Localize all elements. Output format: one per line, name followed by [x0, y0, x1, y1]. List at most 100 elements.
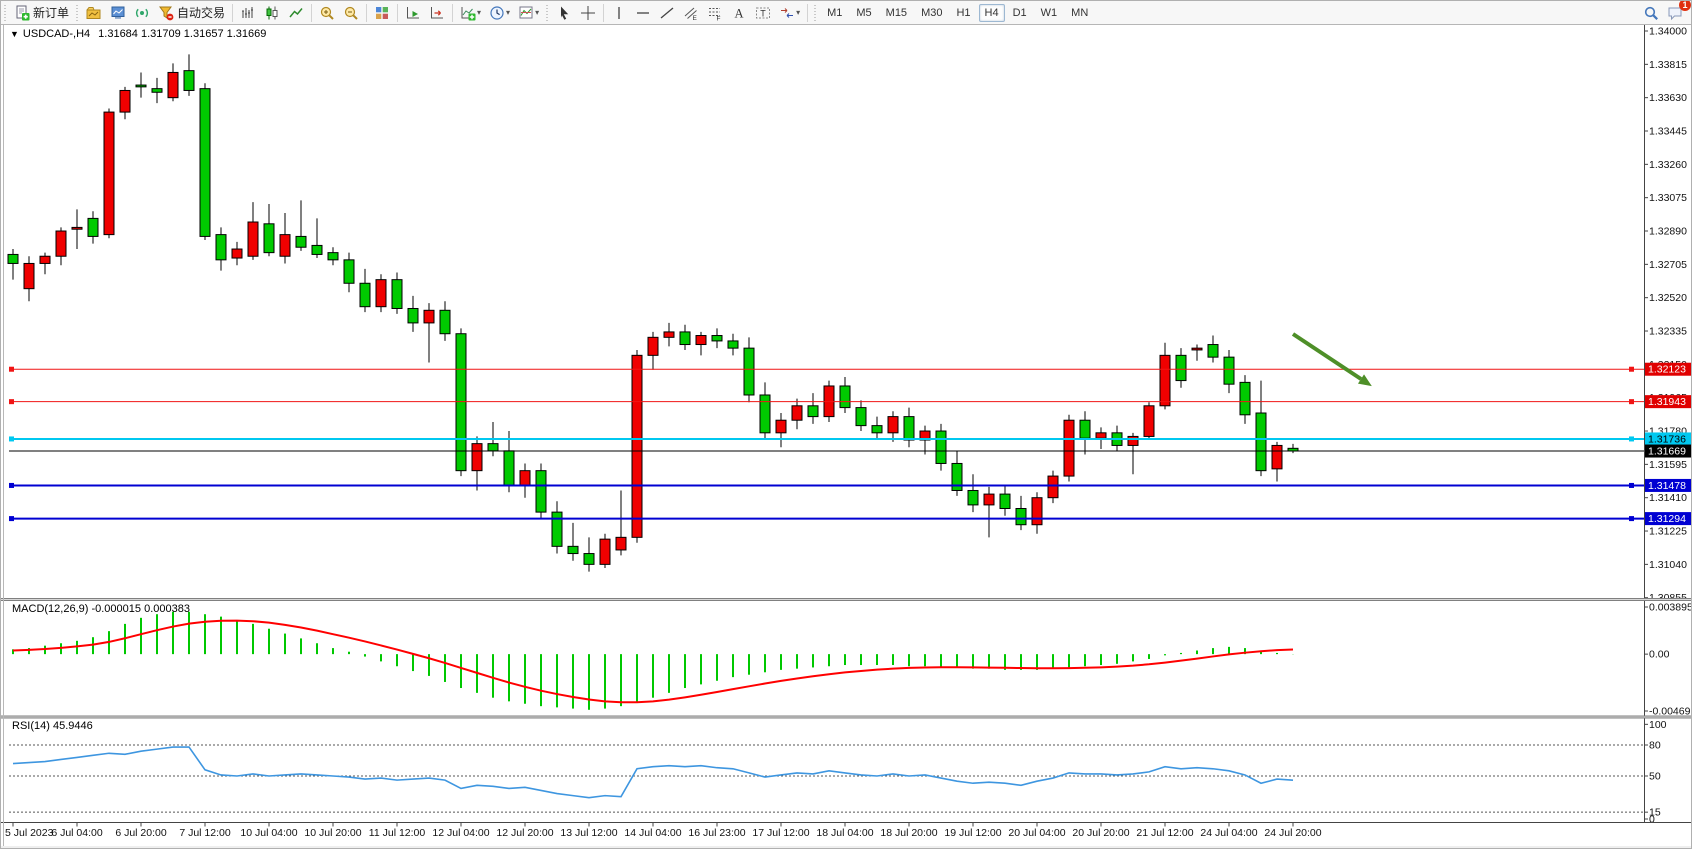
arrows-icon: [779, 5, 795, 21]
zoom-in-button[interactable]: [315, 2, 339, 24]
trendline-icon: [659, 5, 675, 21]
candle: [439, 309, 451, 335]
bar-chart-button[interactable]: [236, 2, 260, 24]
candle: [551, 511, 563, 547]
chevron-down-icon[interactable]: ▾: [477, 8, 482, 17]
price-label-box[interactable]: [1645, 512, 1692, 526]
macd-signal-line: [12, 619, 1294, 704]
line-handle[interactable]: [1629, 366, 1634, 372]
timeframe-m1-button[interactable]: M1: [827, 6, 843, 19]
crosshair-button[interactable]: [576, 2, 600, 24]
timeframe-m15-button[interactable]: M15: [885, 6, 908, 19]
line-handle[interactable]: [9, 366, 14, 372]
time-tick-label: 20 Jul 20:00: [1072, 827, 1129, 839]
rsi-tick-label: 50: [1649, 770, 1661, 782]
new-order-button[interactable]: 新订单: [10, 2, 73, 24]
chart-plot-area[interactable]: [3, 25, 1644, 820]
equidistant-channel-button[interactable]: E: [679, 2, 703, 24]
timeframe-h1-button[interactable]: H1: [956, 6, 971, 19]
timeframe-h4-button[interactable]: H4: [978, 3, 1005, 22]
candle: [647, 336, 659, 356]
notifications-button[interactable]: 1: [1663, 1, 1691, 24]
fibonacci-button[interactable]: F: [703, 2, 727, 24]
price-label: 1.31943: [1648, 396, 1686, 408]
signals-button[interactable]: [130, 2, 154, 24]
autotrading-button[interactable]: 自动交易: [154, 2, 229, 24]
timeframe-m5-button[interactable]: M5: [856, 6, 872, 19]
toolbar-grip[interactable]: [813, 4, 819, 21]
horizontal-line-button[interactable]: [631, 2, 655, 24]
toolbar-separator: [366, 3, 368, 22]
price-label-box[interactable]: [1645, 395, 1692, 409]
vertical-line-button[interactable]: [607, 2, 631, 24]
time-tick-label: 13 Jul 12:00: [560, 827, 617, 839]
profiles-button[interactable]: [82, 2, 106, 24]
text-label-button[interactable]: T: [751, 2, 775, 24]
line-handle[interactable]: [1629, 516, 1634, 522]
price-label-box[interactable]: [1645, 432, 1692, 446]
candle: [1095, 432, 1107, 439]
candle: [119, 89, 131, 113]
candle: [279, 234, 291, 257]
candle: [1015, 508, 1027, 526]
price-label-box[interactable]: [1645, 478, 1692, 492]
timeframe-d1-button[interactable]: D1: [1012, 6, 1027, 19]
timeframe-mn-button[interactable]: MN: [1071, 6, 1089, 19]
candle: [519, 470, 531, 486]
svg-text:A: A: [735, 6, 744, 20]
tile-windows-icon: [374, 5, 390, 21]
tile-windows-button[interactable]: [370, 2, 394, 24]
candle: [727, 340, 739, 349]
timeframe-w1-button[interactable]: W1: [1040, 6, 1058, 19]
candle: [743, 347, 755, 396]
candle: [1223, 356, 1235, 385]
line-handle[interactable]: [9, 436, 14, 442]
toolbar-grip[interactable]: [545, 4, 551, 21]
chevron-down-icon[interactable]: ▾: [506, 8, 511, 17]
line-handle[interactable]: [1629, 436, 1634, 442]
text-button[interactable]: A: [727, 2, 751, 24]
chart-ohlc-title: ▼ USDCAD-,H4 1.31684 1.31709 1.31657 1.316…: [10, 28, 266, 40]
trendline-button[interactable]: [655, 2, 679, 24]
candle: [663, 331, 675, 338]
toolbar-grip[interactable]: [75, 4, 81, 21]
timeframe-m30-button[interactable]: M30: [921, 6, 943, 19]
cursor-button[interactable]: [552, 2, 576, 24]
panel-separator[interactable]: [1, 598, 1692, 601]
crosshair-icon: [580, 5, 596, 21]
candle: [7, 253, 19, 264]
line-handle[interactable]: [1629, 399, 1634, 405]
chevron-down-icon[interactable]: ▾: [796, 8, 801, 17]
candlestick-chart-button[interactable]: [260, 2, 284, 24]
market-watch-button[interactable]: [106, 2, 130, 24]
candle: [1079, 419, 1091, 439]
auto-scroll-icon: [405, 5, 421, 21]
panel-separator[interactable]: [1, 715, 1692, 719]
candle: [1175, 354, 1187, 382]
templates-button[interactable]: ▾: [514, 2, 543, 24]
chevron-down-icon[interactable]: ▾: [535, 8, 540, 17]
periods-button[interactable]: ▾: [485, 2, 514, 24]
auto-scroll-button[interactable]: [401, 2, 425, 24]
indicators-button[interactable]: ▾: [456, 2, 485, 24]
chart-shift-button[interactable]: [425, 2, 449, 24]
price-tick-label: 1.33260: [1649, 159, 1687, 171]
chart-dropdown-icon[interactable]: ▼: [10, 29, 19, 39]
equidistant-channel-icon: E: [683, 5, 699, 21]
price-label-box[interactable]: [1645, 362, 1692, 376]
zoom-out-button[interactable]: [339, 2, 363, 24]
candle: [839, 385, 851, 409]
price-label-box[interactable]: [1645, 444, 1692, 458]
price-label: 1.31736: [1648, 433, 1686, 445]
search-button[interactable]: [1639, 2, 1663, 24]
line-chart-button[interactable]: [284, 2, 308, 24]
line-handle[interactable]: [1629, 482, 1634, 488]
horizontal-line-icon: [635, 5, 651, 21]
arrows-button[interactable]: ▾: [775, 2, 804, 24]
line-handle[interactable]: [9, 482, 14, 488]
toolbar-grip[interactable]: [3, 4, 8, 21]
line-handle[interactable]: [9, 399, 14, 405]
arrow-annotation[interactable]: [1291, 332, 1363, 381]
line-handle[interactable]: [9, 516, 14, 522]
macd-tick-label: -0.004699: [1649, 706, 1692, 718]
